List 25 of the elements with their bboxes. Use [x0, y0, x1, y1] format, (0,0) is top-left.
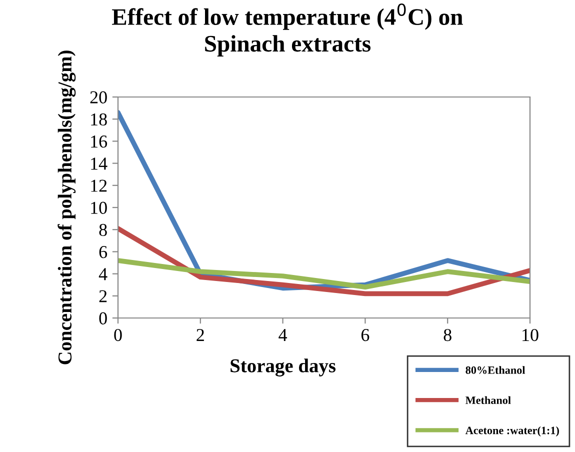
x-tick-label: 8	[444, 328, 452, 342]
legend-label: Acetone :water(1:1)	[465, 426, 559, 436]
line-series	[118, 258, 530, 290]
chart-title: Effect of low temperature (4$^{0}$C) on Spinach extracts	[112, 3, 463, 57]
y-tick-label: 4	[98, 268, 108, 280]
y-tick-label: 12	[91, 180, 107, 192]
y-tick-label: 18	[91, 113, 107, 126]
y-tick-label: 20	[90, 91, 107, 104]
x-tick-label: 0	[114, 328, 122, 342]
line-series	[118, 226, 530, 296]
y-tick-label: 16	[91, 136, 108, 148]
x-tick-label: 4	[278, 329, 288, 341]
y-tick-label: 2	[99, 290, 107, 302]
y-tick-label: 8	[99, 224, 107, 236]
legend-label: 80%Ethanol	[466, 366, 526, 374]
y-axis-title: Concentration of polyphenols(mg/gm)	[58, 50, 76, 364]
y-tick-label: 0	[99, 312, 107, 324]
y-tick-label: 10	[91, 202, 107, 214]
x-axis-title: Storage days	[230, 358, 336, 376]
x-tick-label: 2	[196, 328, 204, 341]
legend-label: Methanol	[466, 396, 511, 404]
x-tick-label: 6	[361, 328, 370, 342]
x-tick-label: 10	[522, 328, 538, 342]
y-tick-label: 14	[91, 158, 108, 170]
y-tick-label: 6	[99, 246, 108, 258]
